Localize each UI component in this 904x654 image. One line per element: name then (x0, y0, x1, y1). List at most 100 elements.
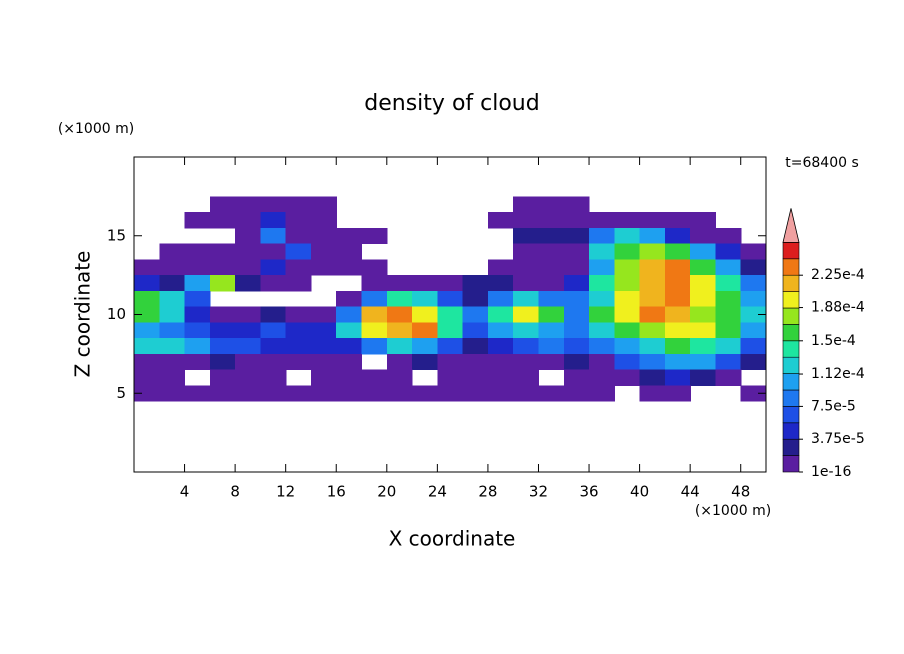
contour-cell (589, 322, 615, 339)
contour-cell (235, 243, 261, 260)
contour-cell (690, 275, 717, 292)
contour-cell (639, 353, 666, 371)
colorbar-band (782, 324, 800, 342)
contour-cell (235, 338, 261, 355)
colorbar-band (782, 340, 800, 358)
contour-cell (664, 212, 691, 229)
contour-cell (589, 385, 615, 402)
contour-cell (513, 259, 540, 276)
contour-cell (690, 227, 717, 245)
contour-cell (563, 369, 590, 386)
contour-cell (563, 306, 590, 323)
colorbar-tick-label: 1.88e-4 (811, 300, 865, 316)
contour-cell (563, 290, 590, 308)
contour-cell (260, 369, 287, 386)
contour-cell (715, 290, 742, 308)
contour-cell (336, 306, 363, 323)
contour-cell (589, 290, 615, 308)
contour-cell (310, 306, 337, 323)
contour-cell (235, 212, 261, 229)
contour-cell (134, 338, 160, 355)
contour-cell (664, 259, 691, 276)
contour-cell (412, 338, 438, 355)
contour-cell (538, 338, 565, 355)
contour-cell (614, 259, 641, 276)
contour-cell (235, 353, 261, 371)
contour-cell (361, 369, 388, 386)
contour-cell (740, 259, 767, 276)
contour-cell (715, 338, 742, 355)
contour-cell (563, 322, 590, 339)
contour-cell (184, 306, 211, 323)
contour-cell (336, 353, 363, 371)
contour-cell (285, 196, 312, 213)
contour-cell (412, 290, 438, 308)
contour-cell (336, 259, 363, 276)
contour-cell (412, 353, 438, 371)
x-tick-label: 12 (276, 483, 295, 501)
contour-cell (184, 275, 211, 292)
contour-cell (487, 275, 514, 292)
contour-cell (134, 353, 160, 371)
contour-cell (589, 275, 615, 292)
contour-cell (664, 227, 691, 245)
contour-cell (563, 196, 590, 213)
contour-cell (513, 243, 540, 260)
contour-cell (462, 275, 489, 292)
contour-cell (437, 353, 464, 371)
contour-cell (437, 275, 464, 292)
contour-cell (336, 338, 363, 355)
contour-cell (487, 306, 514, 323)
contour-cell (740, 385, 767, 402)
contour-cell (639, 338, 666, 355)
contour-cell (513, 322, 540, 339)
contour-cell (487, 385, 514, 402)
contour-cell (336, 243, 363, 260)
contour-cell (260, 212, 287, 229)
contour-cell (310, 259, 337, 276)
contour-cell (260, 227, 287, 245)
contour-cell (361, 227, 388, 245)
contour-cell (487, 369, 514, 386)
contour-cell (285, 275, 312, 292)
contour-cell (639, 385, 666, 402)
contour-cell (437, 369, 464, 386)
colorbar-band (782, 406, 800, 424)
contour-cell (639, 212, 666, 229)
contour-cell (664, 385, 691, 402)
contour-cell (310, 385, 337, 402)
contour-cell (639, 243, 666, 260)
contour-cell (260, 306, 287, 323)
contour-cell (715, 369, 742, 386)
contour-cell (538, 196, 565, 213)
contour-cell (159, 290, 186, 308)
contour-cell (740, 306, 767, 323)
contour-cell (740, 243, 767, 260)
contour-cell (437, 322, 464, 339)
contour-cell (437, 385, 464, 402)
contour-cell (664, 290, 691, 308)
contour-cell (159, 338, 186, 355)
contour-cell (184, 243, 211, 260)
contour-cell (462, 306, 489, 323)
contour-field (134, 196, 767, 402)
contour-cell (159, 369, 186, 386)
contour-cell (159, 322, 186, 339)
y-tick-label: 15 (107, 226, 126, 244)
contour-cell (209, 243, 236, 260)
colorbar-tick-label: 3.75e-5 (811, 431, 865, 447)
contour-cell (462, 290, 489, 308)
contour-cell (513, 353, 540, 371)
x-axis-label: X coordinate (389, 527, 516, 551)
contour-cell (589, 243, 615, 260)
contour-cell (538, 306, 565, 323)
y-tick-label: 10 (107, 305, 126, 323)
x-tick-label: 32 (529, 483, 548, 501)
contour-cell (310, 243, 337, 260)
contour-cell (462, 322, 489, 339)
contour-cell (336, 322, 363, 339)
x-tick-label: 20 (377, 483, 396, 501)
contour-cell (664, 275, 691, 292)
contour-cell (285, 227, 312, 245)
